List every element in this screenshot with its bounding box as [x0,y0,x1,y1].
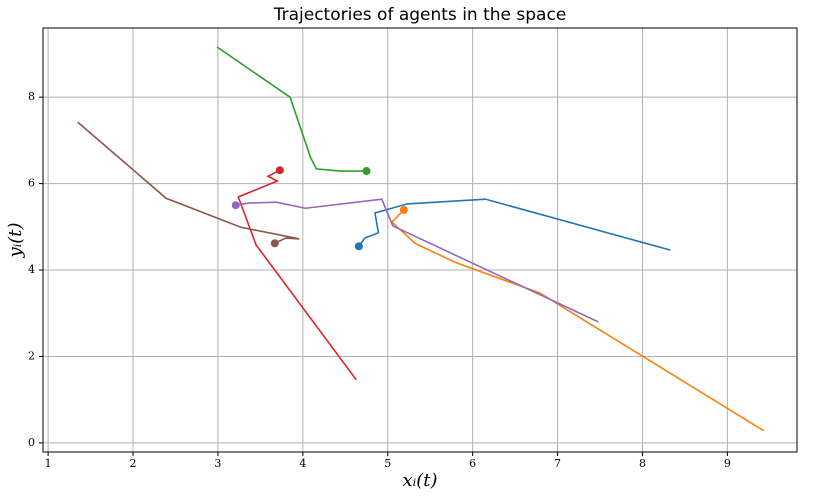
start-point [270,239,279,248]
x-tick-label: 2 [130,457,137,470]
trajectory-line [237,169,357,381]
x-tick-label: 3 [214,457,221,470]
start-point [231,201,240,210]
start-point [399,205,408,214]
trajectory-line [77,121,300,244]
trajectory-line [358,198,671,251]
start-point [354,242,363,251]
x-axis-label: xᵢ(t) [402,470,437,491]
y-tick-label: 0 [28,436,35,449]
x-tick-label: 4 [299,457,306,470]
start-point [362,167,371,176]
trajectory-line [216,46,367,172]
start-point [275,166,284,175]
chart-title: Trajectories of agents in the space [273,5,567,25]
x-tick-label: 1 [45,457,52,470]
x-tick-label: 7 [554,457,561,470]
y-tick-label: 8 [28,90,35,103]
trajectory-line [390,209,765,432]
x-tick-label: 8 [639,457,646,470]
trajectory-line [235,198,599,323]
x-tick-label: 9 [724,457,731,470]
y-tick-label: 4 [28,263,35,276]
plot-frame [42,27,798,453]
x-tick-label: 6 [469,457,476,470]
y-axis-label: yᵢ(t) [5,222,26,258]
x-tick-label: 5 [384,457,391,470]
y-tick-label: 2 [28,349,35,362]
y-tick-label: 6 [28,177,35,190]
